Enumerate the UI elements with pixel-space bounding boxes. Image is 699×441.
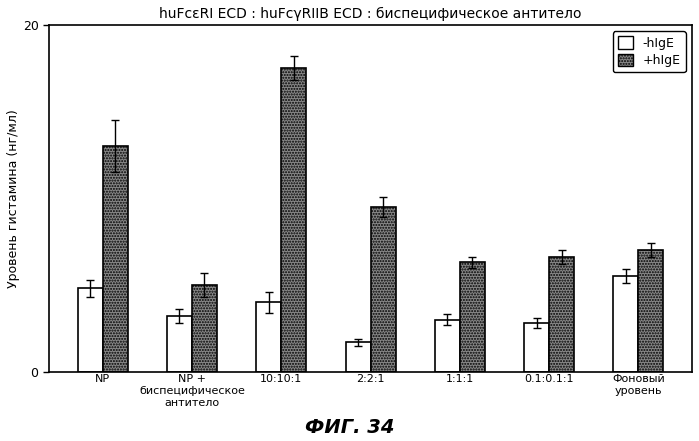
Bar — [614, 277, 638, 372]
Bar — [435, 320, 460, 372]
Y-axis label: Уровень гистамина (нг/мл): Уровень гистамина (нг/мл) — [7, 109, 20, 288]
Bar — [167, 316, 192, 372]
Bar — [192, 285, 217, 372]
Bar — [524, 323, 549, 372]
Bar — [638, 250, 663, 372]
Legend: -hIgE, +hIgE: -hIgE, +hIgE — [613, 31, 686, 72]
Bar — [103, 146, 128, 372]
Bar — [345, 342, 370, 372]
Bar — [460, 262, 485, 372]
Bar — [549, 257, 574, 372]
Bar — [78, 288, 103, 372]
Bar — [370, 207, 396, 372]
Bar — [281, 68, 306, 372]
Bar — [257, 302, 281, 372]
Title: huFcεRI ECD : huFcγRIIB ECD : биспецифическое антитело: huFcεRI ECD : huFcγRIIB ECD : биспецифич… — [159, 7, 582, 21]
Text: ФИГ. 34: ФИГ. 34 — [305, 418, 394, 437]
